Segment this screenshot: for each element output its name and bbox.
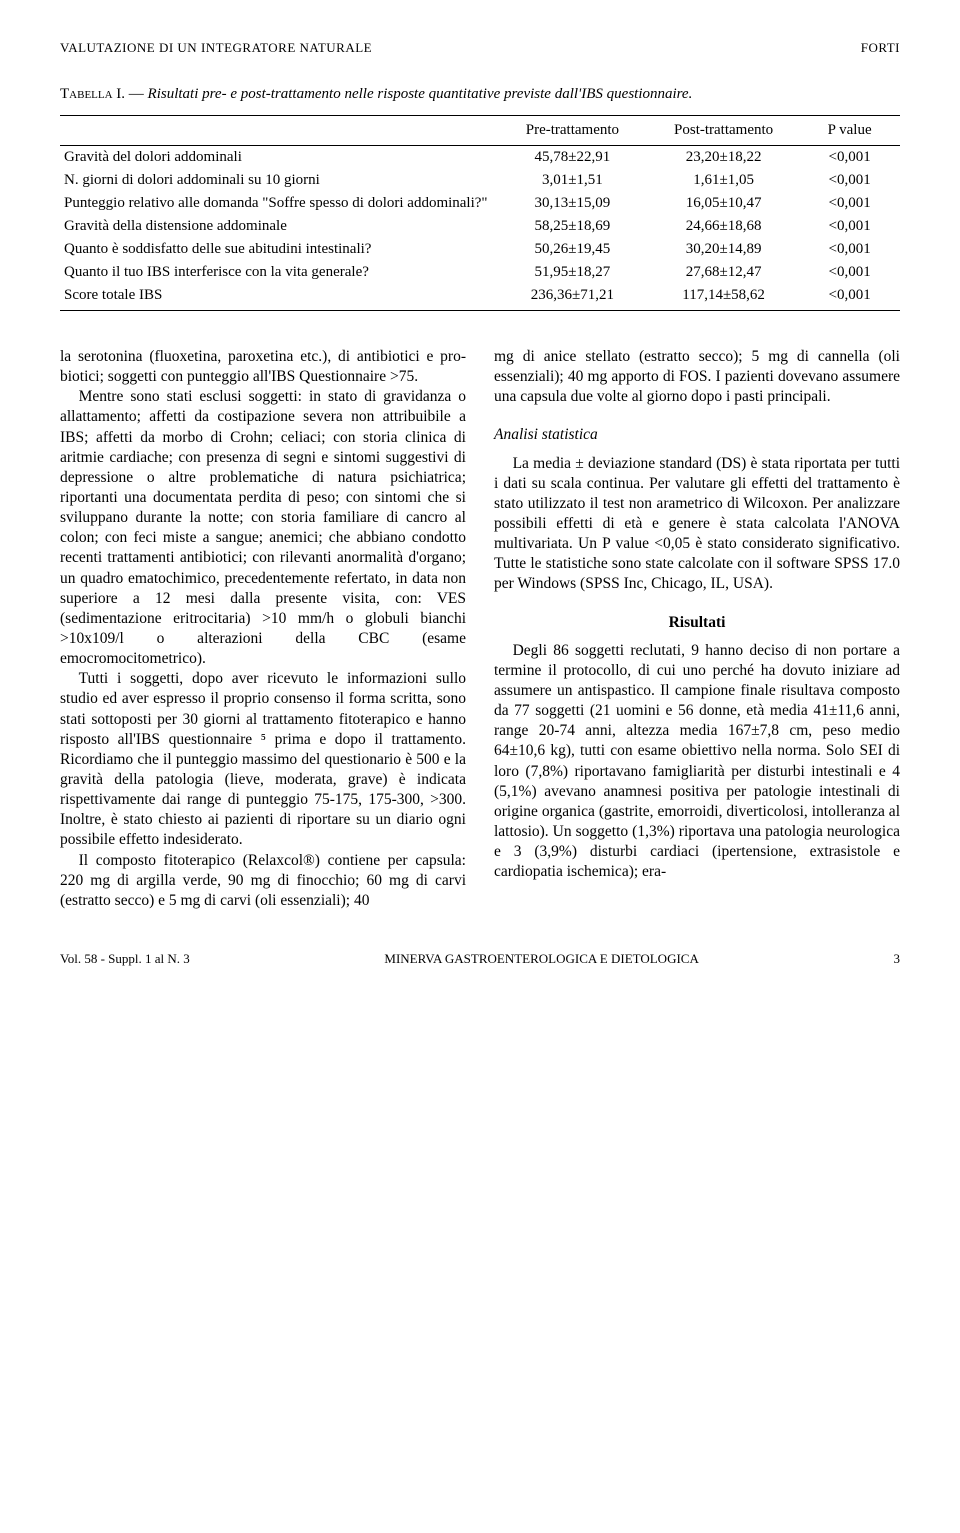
page-footer: Vol. 58 - Suppl. 1 al N. 3 MINERVA GASTR… xyxy=(60,951,900,967)
table-caption: Tabella I. — Risultati pre- e post-tratt… xyxy=(60,86,900,103)
table-row: N. giorni di dolori addominali su 10 gio… xyxy=(60,169,900,192)
table-cell: Gravità del dolori addominali xyxy=(60,146,497,170)
analisi-heading: Analisi statistica xyxy=(494,425,900,445)
table-cell: 51,95±18,27 xyxy=(497,261,648,284)
right-column: mg di anice stellato (estratto secco); 5… xyxy=(494,347,900,911)
footer-left: Vol. 58 - Suppl. 1 al N. 3 xyxy=(60,951,190,967)
table-row: Quanto il tuo IBS interferisce con la vi… xyxy=(60,261,900,284)
body-columns: la serotonina (fluoxetina, paroxetina et… xyxy=(60,347,900,911)
table-row: Gravità della distensione addominale58,2… xyxy=(60,215,900,238)
table-cell: <0,001 xyxy=(799,215,900,238)
footer-center: MINERVA GASTROENTEROLOGICA E DIETOLOGICA xyxy=(384,951,698,967)
table-header-row: Pre-trattamento Post-trattamento P value xyxy=(60,116,900,146)
table-cell: <0,001 xyxy=(799,192,900,215)
table-cell: 30,13±15,09 xyxy=(497,192,648,215)
running-header-right: FORTI xyxy=(861,40,900,56)
table-cell: 16,05±10,47 xyxy=(648,192,799,215)
right-p2: La media ± deviazione standard (DS) è st… xyxy=(494,454,900,595)
table-body: Gravità del dolori addominali45,78±22,91… xyxy=(60,146,900,311)
right-p3: Degli 86 soggetti reclutati, 9 hanno dec… xyxy=(494,641,900,883)
table-cell: 3,01±1,51 xyxy=(497,169,648,192)
table-cell: Punteggio relativo alle domanda "Soffre … xyxy=(60,192,497,215)
table-cell: <0,001 xyxy=(799,284,900,311)
right-p1: mg di anice stellato (estratto secco); 5… xyxy=(494,347,900,407)
table-caption-label: Tabella I. xyxy=(60,86,125,102)
table-head: Pre-trattamento Post-trattamento P value xyxy=(60,116,900,146)
table-row: Gravità del dolori addominali45,78±22,91… xyxy=(60,146,900,170)
table-cell: <0,001 xyxy=(799,261,900,284)
table-cell: 45,78±22,91 xyxy=(497,146,648,170)
table-cell: <0,001 xyxy=(799,238,900,261)
running-header-left: VALUTAZIONE DI UN INTEGRATORE NATURALE xyxy=(60,40,372,56)
th-0 xyxy=(60,116,497,146)
table-cell: <0,001 xyxy=(799,146,900,170)
table-caption-text: Risultati pre- e post-trattamento nelle … xyxy=(148,86,693,102)
th-3: P value xyxy=(799,116,900,146)
table-cell: 30,20±14,89 xyxy=(648,238,799,261)
table-cell: 1,61±1,05 xyxy=(648,169,799,192)
table-cell: 236,36±71,21 xyxy=(497,284,648,311)
left-p2: Mentre sono stati esclusi soggetti: in s… xyxy=(60,387,466,669)
table-row: Score totale IBS236,36±71,21117,14±58,62… xyxy=(60,284,900,311)
table-cell: Score totale IBS xyxy=(60,284,497,311)
footer-right: 3 xyxy=(894,951,901,967)
table-cell: 58,25±18,69 xyxy=(497,215,648,238)
table-cell: N. giorni di dolori addominali su 10 gio… xyxy=(60,169,497,192)
risultati-heading: Risultati xyxy=(494,613,900,633)
results-table: Pre-trattamento Post-trattamento P value… xyxy=(60,115,900,311)
left-column: la serotonina (fluoxetina, paroxetina et… xyxy=(60,347,466,911)
table-cell: 23,20±18,22 xyxy=(648,146,799,170)
table-row: Quanto è soddisfatto delle sue abitudini… xyxy=(60,238,900,261)
table-cell: 24,66±18,68 xyxy=(648,215,799,238)
left-p4: Il composto fitoterapico (Relaxcol®) con… xyxy=(60,851,466,911)
page: VALUTAZIONE DI UN INTEGRATORE NATURALE F… xyxy=(0,0,960,1017)
table-cell: <0,001 xyxy=(799,169,900,192)
table-cell: Quanto il tuo IBS interferisce con la vi… xyxy=(60,261,497,284)
th-2: Post-trattamento xyxy=(648,116,799,146)
table-row: Punteggio relativo alle domanda "Soffre … xyxy=(60,192,900,215)
table-cell: 117,14±58,62 xyxy=(648,284,799,311)
table-cell: Gravità della distensione addominale xyxy=(60,215,497,238)
table-cell: Quanto è soddisfatto delle sue abitudini… xyxy=(60,238,497,261)
running-header: VALUTAZIONE DI UN INTEGRATORE NATURALE F… xyxy=(60,40,900,56)
table-cell: 50,26±19,45 xyxy=(497,238,648,261)
th-1: Pre-trattamento xyxy=(497,116,648,146)
left-p3: Tutti i soggetti, dopo aver ricevuto le … xyxy=(60,669,466,850)
table-cell: 27,68±12,47 xyxy=(648,261,799,284)
left-p1: la serotonina (fluoxetina, paroxetina et… xyxy=(60,347,466,387)
